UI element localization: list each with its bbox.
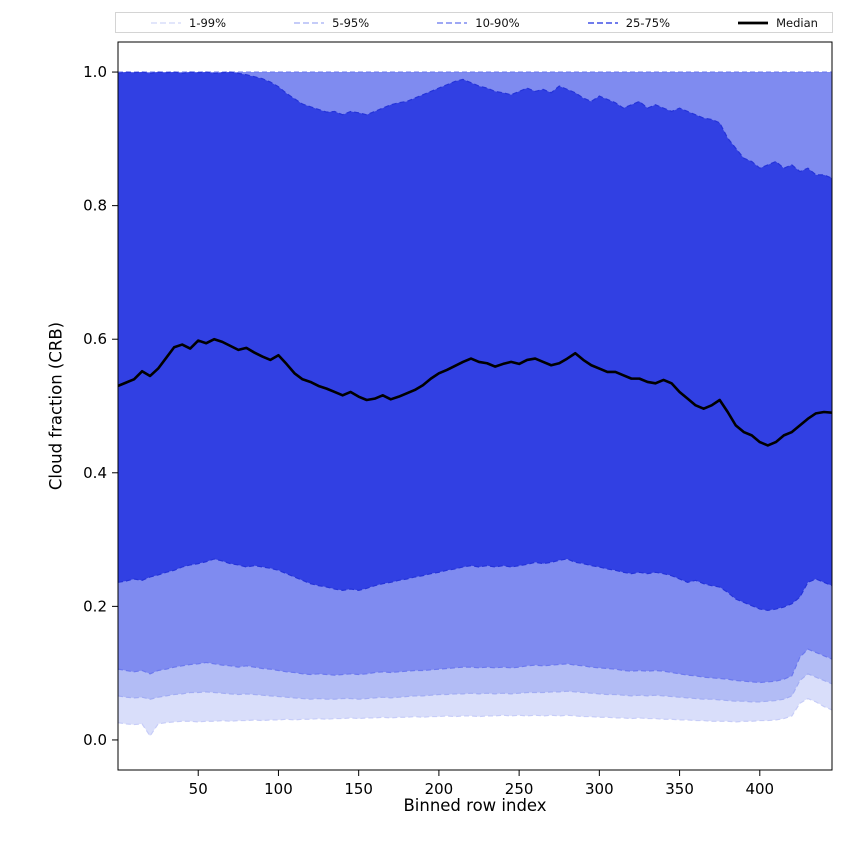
legend-item-10-90-: 10-90% (436, 15, 520, 30)
legend-line-sample (437, 21, 468, 24)
legend-label: Median (776, 15, 818, 30)
band-25-75% (118, 72, 832, 611)
band-lower-line-5-95% (118, 673, 832, 703)
x-tick-label: 350 (665, 780, 694, 798)
y-tick-label: 1.0 (83, 63, 107, 81)
band-lower-line-25-75% (118, 558, 832, 611)
plot-frame (117, 41, 833, 771)
legend-item-median: Median (737, 16, 818, 30)
x-tick-label: 100 (264, 780, 293, 798)
legend-label: 25-75% (625, 15, 671, 30)
legend-item-5-95-: 5-95% (293, 16, 369, 30)
legend-line-sample (151, 21, 181, 24)
series-group (118, 71, 832, 738)
x-tick-label: 300 (585, 780, 614, 798)
y-tick-label: 0.6 (83, 330, 107, 348)
x-tick-label: 150 (344, 780, 373, 798)
legend-item-1-99-: 1-99% (150, 16, 226, 30)
x-tick-label: 200 (425, 780, 454, 798)
legend-line-sample (587, 21, 618, 24)
x-tick-label: 400 (745, 780, 774, 798)
x-axis: 50 100 150 200 250 300 350 400 (189, 770, 774, 798)
legend-label: 1-99% (189, 15, 227, 30)
legend: 1-99% 5-95% 10-90% 25-75% Median (115, 12, 833, 33)
legend-label: 5-95% (332, 15, 370, 30)
legend-line-sample (294, 21, 325, 24)
y-tick-label: 0.8 (83, 197, 107, 215)
y-axis-label: Cloud fraction (CRB) (46, 321, 66, 491)
legend-line-sample (738, 21, 769, 24)
x-tick-label: 50 (189, 780, 208, 798)
y-tick-label: 0.2 (83, 597, 107, 615)
legend-item-25-75-: 25-75% (587, 16, 670, 30)
legend-label: 10-90% (475, 15, 520, 30)
y-axis: 0.0 0.2 0.4 0.6 0.8 1.0 (83, 63, 118, 749)
band-lower-line-1-99% (118, 697, 832, 738)
band-upper-line-25-75% (118, 71, 832, 179)
median-line (118, 337, 832, 447)
x-axis-label: Binned row index (403, 796, 547, 815)
band-lower-line-10-90% (118, 648, 832, 684)
y-tick-label: 0.0 (83, 731, 107, 749)
y-tick-label: 0.4 (83, 464, 107, 482)
x-tick-label: 250 (505, 780, 534, 798)
